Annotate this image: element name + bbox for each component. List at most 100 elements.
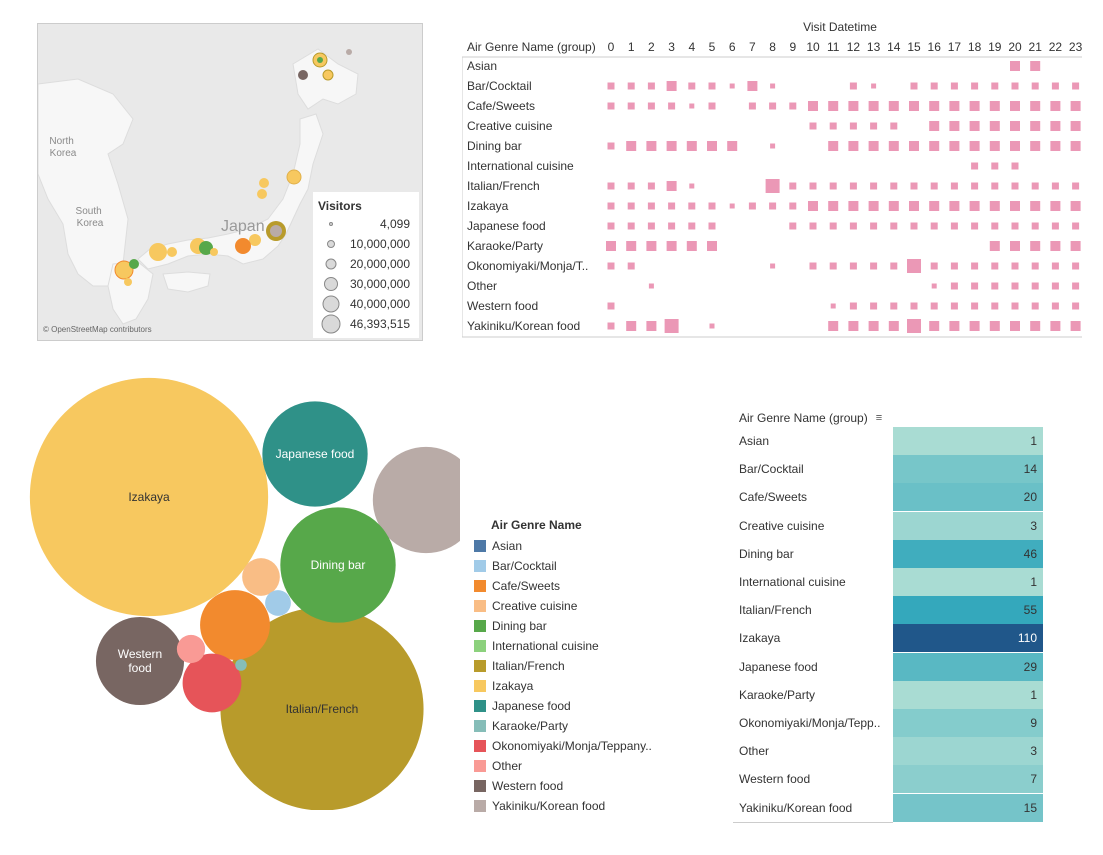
heatmap-cell[interactable]: [969, 101, 980, 111]
heatmap-cell[interactable]: [668, 202, 676, 210]
heatmap-cell[interactable]: [989, 121, 1000, 131]
heatmap-cell[interactable]: [1011, 262, 1019, 270]
legend-item[interactable]: Creative cuisine: [474, 597, 577, 615]
heatmap-cell[interactable]: [1070, 101, 1081, 111]
table-value-cell[interactable]: 7: [893, 765, 1043, 794]
heatmap-cell[interactable]: [848, 141, 859, 151]
heatmap-cell[interactable]: [686, 241, 697, 251]
heatmap-cell[interactable]: [910, 82, 918, 90]
bubble-panel[interactable]: Izakaya Italian/French Dining bar Japanese …: [20, 370, 480, 811]
heatmap-cell[interactable]: [627, 82, 635, 90]
map-marker[interactable]: [257, 189, 267, 199]
heatmap-cell[interactable]: [829, 262, 837, 270]
heatmap-cell[interactable]: [929, 321, 940, 331]
heatmap-cell[interactable]: [929, 201, 940, 211]
heatmap-cell[interactable]: [689, 103, 695, 109]
heatmap-cell[interactable]: [890, 302, 898, 310]
heatmap-cell[interactable]: [709, 323, 715, 329]
heatmap-cell[interactable]: [1031, 302, 1039, 310]
table-value-cell[interactable]: 46: [893, 539, 1043, 568]
heatmap-cell[interactable]: [789, 102, 797, 110]
heatmap-cell[interactable]: [627, 262, 635, 270]
heatmap-cell[interactable]: [949, 121, 960, 131]
heatmap-cell[interactable]: [930, 182, 938, 190]
heatmap-cell[interactable]: [890, 262, 898, 270]
heatmap-cell[interactable]: [668, 222, 676, 230]
table-value-cell[interactable]: 9: [893, 709, 1043, 737]
bubble[interactable]: [95, 616, 185, 706]
table-value-cell[interactable]: 29: [893, 652, 1043, 681]
table-row[interactable]: Italian/French 55: [733, 596, 1043, 625]
heatmap-cell[interactable]: [1051, 182, 1059, 190]
heatmap-cell[interactable]: [1011, 182, 1019, 190]
heatmap-cell[interactable]: [1031, 222, 1039, 230]
heatmap-cell[interactable]: [1051, 82, 1059, 90]
color-legend[interactable]: Air Genre Name Asian Bar/Cocktail Cafe/Swe…: [470, 515, 700, 820]
heatmap-cell[interactable]: [707, 241, 717, 251]
map-markers[interactable]: [114, 49, 352, 286]
map-marker[interactable]: [210, 248, 218, 256]
table-row[interactable]: Asian 1: [733, 427, 1043, 455]
heatmap-cell[interactable]: [607, 322, 615, 330]
table-row[interactable]: Izakaya 110: [733, 624, 1043, 653]
heatmap-cell[interactable]: [1011, 222, 1019, 230]
heatmap-cell[interactable]: [1050, 101, 1061, 111]
heatmap-cell[interactable]: [989, 321, 1000, 331]
heatmap-cell[interactable]: [930, 302, 938, 310]
heatmap-cell[interactable]: [626, 141, 637, 151]
bubble[interactable]: [29, 377, 269, 617]
heatmap-cell[interactable]: [808, 101, 818, 111]
heatmap-row-label[interactable]: Other: [467, 279, 497, 293]
heatmap-cell[interactable]: [929, 101, 940, 111]
heatmap-cell[interactable]: [870, 302, 878, 310]
heatmap-cell[interactable]: [647, 182, 655, 190]
map-marker[interactable]: [322, 69, 334, 81]
table-row[interactable]: Dining bar 46: [733, 539, 1043, 568]
table-row[interactable]: Cafe/Sweets 20: [733, 483, 1043, 512]
heatmap-cell[interactable]: [808, 201, 818, 211]
heatmap-cell[interactable]: [686, 141, 697, 151]
heatmap-row-header[interactable]: Air Genre Name (group): [467, 40, 596, 54]
table-header[interactable]: Air Genre Name (group) ≡: [739, 411, 882, 425]
heatmap-cell[interactable]: [729, 203, 735, 209]
legend-item[interactable]: Dining bar: [474, 617, 547, 635]
heatmap-cell[interactable]: [1010, 241, 1020, 251]
heatmap-cell[interactable]: [1010, 201, 1020, 211]
heatmap-cell[interactable]: [1031, 282, 1039, 290]
heatmap-cell[interactable]: [648, 283, 654, 289]
heatmap-cell[interactable]: [607, 82, 615, 90]
table-value-cell[interactable]: 14: [893, 455, 1043, 484]
heatmap-cell[interactable]: [907, 319, 921, 333]
map-marker[interactable]: [167, 247, 177, 257]
heatmap-cell[interactable]: [849, 122, 857, 130]
heatmap-cell[interactable]: [1031, 82, 1039, 90]
heatmap-cell[interactable]: [1070, 121, 1081, 131]
heatmap-cell[interactable]: [1051, 302, 1059, 310]
heatmap-cell[interactable]: [668, 102, 676, 110]
heatmap-cell[interactable]: [1070, 241, 1081, 251]
legend-item[interactable]: Cafe/Sweets: [474, 577, 560, 595]
heatmap-cell[interactable]: [789, 182, 797, 190]
heatmap-cell[interactable]: [931, 283, 937, 289]
heatmap-cell[interactable]: [647, 82, 655, 90]
heatmap-cell[interactable]: [647, 202, 655, 210]
heatmap-cell[interactable]: [1050, 121, 1061, 131]
map-marker[interactable]: [129, 259, 139, 269]
heatmap-cell[interactable]: [666, 181, 677, 191]
heatmap-cell[interactable]: [989, 141, 1000, 151]
legend-item[interactable]: Okonomiyaki/Monja/Teppany..: [474, 737, 652, 755]
map-panel[interactable]: North Korea South Korea Japan: [37, 23, 423, 341]
heatmap-cell[interactable]: [969, 121, 980, 131]
heatmap-cell[interactable]: [971, 262, 979, 270]
heatmap-row-label[interactable]: Creative cuisine: [467, 119, 553, 133]
heatmap-cell[interactable]: [607, 182, 615, 190]
heatmap-cell[interactable]: [770, 263, 776, 269]
heatmap-cell[interactable]: [607, 102, 615, 110]
heatmap-cell[interactable]: [664, 319, 679, 333]
heatmap-cell[interactable]: [1030, 141, 1041, 151]
heatmap-cell[interactable]: [828, 201, 839, 211]
heatmap-cell[interactable]: [991, 162, 999, 170]
table-value-cell[interactable]: 15: [893, 793, 1043, 822]
heatmap-cell[interactable]: [989, 201, 1000, 211]
heatmap-row-label[interactable]: Dining bar: [467, 139, 522, 153]
